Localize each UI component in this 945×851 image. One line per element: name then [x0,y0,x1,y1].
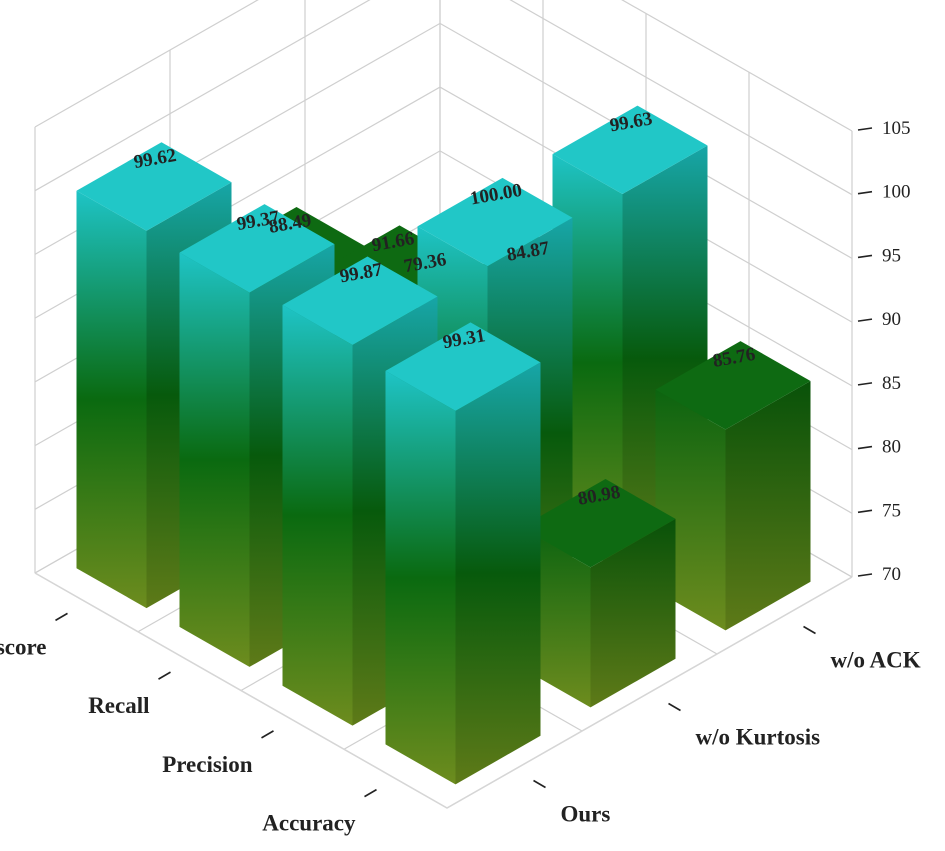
z-tick-label: 80 [882,437,901,458]
z-tick [857,254,873,259]
z-tick [857,382,873,386]
bar-face-left [282,305,353,726]
bar-face-top [76,142,232,231]
bar-face-top [417,177,573,267]
bar-face-top [552,105,708,194]
method-label-w-o-ack: w/o ACK [831,648,921,673]
bar-face-top [655,341,811,430]
bar-face-left [179,252,250,667]
grid-line [34,0,853,132]
bars [76,105,811,785]
bar-accuracy-ours [385,322,541,785]
z-tick-label: 105 [882,118,911,139]
z-tick [857,127,873,131]
z-tick-label: 85 [882,373,901,394]
floor-edge [34,572,853,809]
method-tick [668,702,681,712]
z-tick [857,445,873,450]
z-tick-label: 70 [882,564,901,585]
z-tick [857,318,873,322]
bar-accuracy-w-o-ack [655,341,811,631]
bar-face-left [76,190,147,609]
metric-label-recall: Recall [88,693,149,718]
method-label-w-o-kurtosis: w/o Kurtosis [696,725,821,750]
z-tick-label: 100 [882,182,911,203]
method-label-ours: Ours [561,802,611,827]
z-tick [857,190,873,195]
bar-face-right [725,381,811,631]
method-tick [533,779,546,789]
bar-face-top [385,322,541,411]
metric-tick [158,671,171,680]
bar-face-top [520,479,676,568]
z-tick-label: 95 [882,245,901,266]
metric-label-precision: Precision [162,752,252,777]
z-tick-label: 75 [882,500,901,521]
z-tick-label: 90 [882,309,901,330]
bar-face-right [455,362,541,785]
metric-tick [55,612,68,622]
z-tick [857,573,873,577]
axis-ticks: 70 75 80 85 90 95 100 105 [55,118,911,798]
bar-face-right [590,518,676,708]
metric-tick [364,788,377,798]
bar-face-left [385,370,456,785]
bar-face-top [179,204,335,293]
z-tick [857,509,873,514]
metric-label-accuracy: Accuracy [262,811,356,836]
labels: 79.36 84.8788.4999.6391.6699.6285.76100.0… [0,108,921,835]
metric-tick [261,730,274,739]
method-tick [803,625,816,635]
metric-label-f1-score: F1-score [0,634,47,659]
bar-face-top [282,256,438,345]
